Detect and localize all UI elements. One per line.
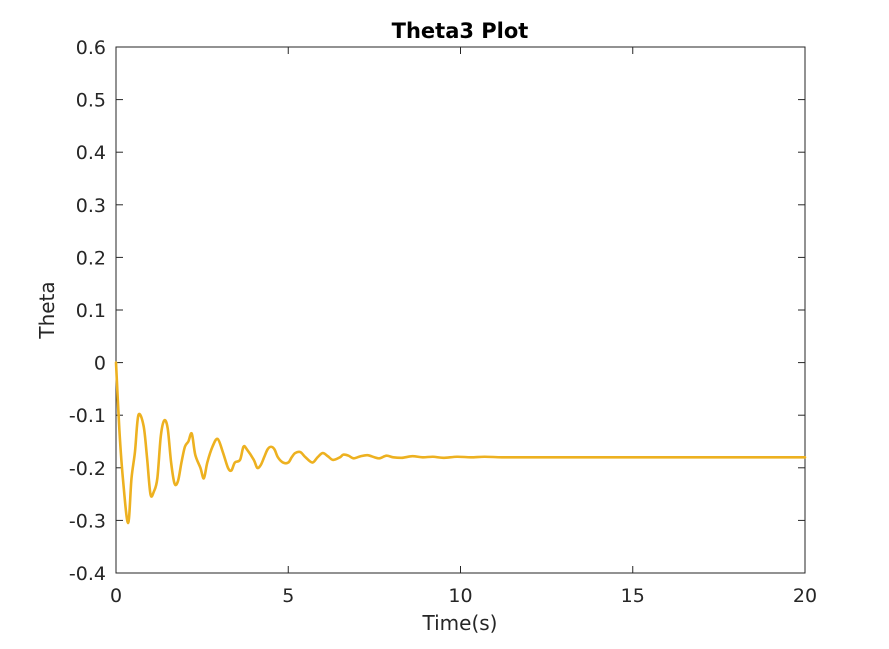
y-tick-label: 0.4 [76,142,106,164]
y-tick-label: 0.6 [76,37,106,59]
y-tick-label: -0.1 [69,405,106,427]
x-tick-label: 20 [793,585,817,607]
y-tick-label: -0.4 [69,563,106,585]
y-tick-label: 0 [94,353,106,375]
y-tick-label: 0.1 [76,300,106,322]
y-axis-label: Theta [35,281,59,339]
y-tick-label: 0.2 [76,247,106,269]
x-axis-label: Time(s) [422,611,498,635]
chart-title: Theta3 Plot [392,19,529,43]
plot-area [115,46,806,574]
series-line [114,361,807,525]
x-tick-label: 0 [110,585,122,607]
x-tick-label: 15 [621,585,645,607]
data-series [114,361,807,525]
x-tick-label: 10 [448,585,472,607]
y-tick-label: 0.5 [76,90,106,112]
y-tick-label: -0.3 [69,510,106,532]
x-tick-label: 5 [282,585,294,607]
y-tick-label: -0.2 [69,458,106,480]
y-tick-label: 0.3 [76,195,106,217]
axis-tick-labels: 0 5 10 15 20 0.6 0.5 0.4 0.3 0.2 0.1 0 -0.1 -0.2 -0.3 -… [69,37,817,607]
